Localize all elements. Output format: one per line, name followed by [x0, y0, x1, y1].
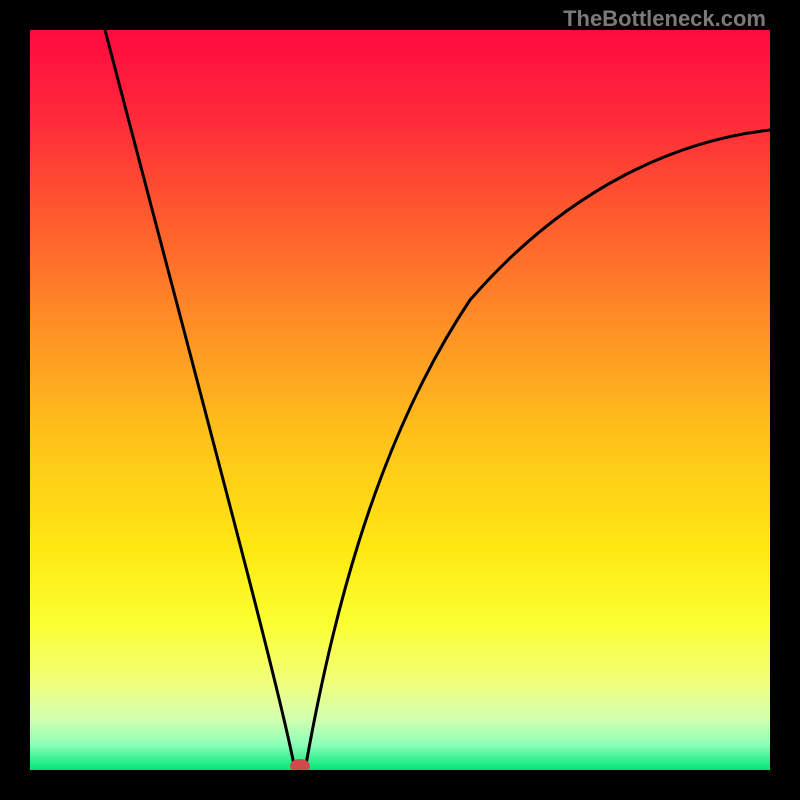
watermark-text: TheBottleneck.com — [563, 6, 766, 32]
plot-area — [30, 30, 770, 770]
gradient-background — [30, 30, 770, 770]
plot-svg — [30, 30, 770, 770]
chart-container: TheBottleneck.com — [0, 0, 800, 800]
